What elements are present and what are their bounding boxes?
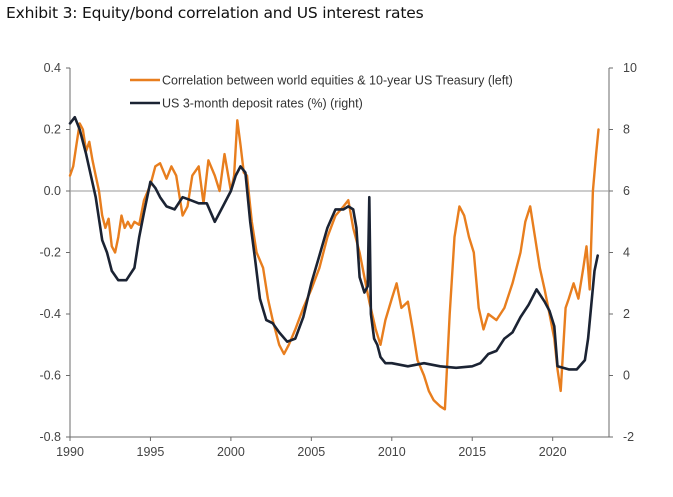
left-tick-label: -0.2: [39, 246, 61, 260]
right-tick-label: 10: [623, 61, 637, 75]
x-tick-label: 2005: [297, 445, 325, 459]
legend-label-correlation: Correlation between world equities & 10-…: [162, 74, 513, 88]
right-tick-label: -2: [623, 430, 634, 444]
axes: 0.4 0.2 0.0 -0.2 -0.4 -0.6 -0.8 10 8 6 4 2 0 -2 1990 19…: [39, 61, 636, 459]
right-tick-label: 6: [623, 184, 630, 198]
x-tick-label: 2010: [378, 445, 406, 459]
x-tick-label: 2020: [539, 445, 567, 459]
chart-title: Exhibit 3: Equity/bond correlation and U…: [6, 4, 424, 22]
right-tick-label: 0: [623, 369, 630, 383]
legend-label-rates: US 3-month deposit rates (%) (right): [162, 97, 363, 111]
correlation-line: [68, 119, 600, 411]
left-tick-label: -0.8: [39, 430, 61, 444]
left-tick-label: 0.2: [44, 123, 61, 137]
right-tick-label: 2: [623, 307, 630, 321]
x-tick-label: 1990: [56, 445, 84, 459]
right-tick-label: 4: [623, 246, 630, 260]
left-tick-label: 0.4: [44, 61, 61, 75]
legend: Correlation between world equities & 10-…: [130, 74, 513, 111]
right-tick-label: 8: [623, 123, 630, 137]
x-tick-label: 2000: [217, 445, 245, 459]
left-tick-label: -0.6: [39, 369, 61, 383]
rates-line: [68, 115, 599, 371]
x-tick-label: 2015: [458, 445, 486, 459]
left-tick-label: 0.0: [44, 184, 61, 198]
left-tick-label: -0.4: [39, 307, 61, 321]
series-lines: [68, 115, 600, 411]
x-tick-label: 1995: [137, 445, 165, 459]
